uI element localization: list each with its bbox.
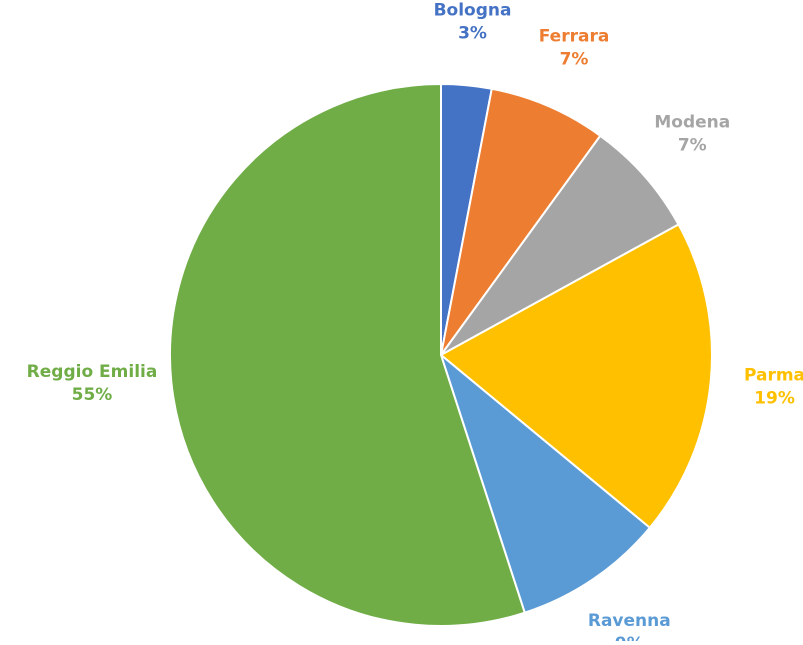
data-label-value: 3% [458, 23, 487, 43]
data-label-name: Ferrara [539, 27, 610, 47]
pie-slice [440, 87, 602, 356]
data-label-value: 7% [560, 50, 589, 70]
data-label-name: Parma [744, 366, 803, 386]
pie-slice [169, 82, 527, 627]
data-label-name: Modena [654, 112, 730, 132]
data-label-value: 55% [72, 385, 113, 405]
pie-slice [440, 134, 680, 356]
data-label-name: Bologna [434, 0, 512, 20]
data-label-name: Ravenna [588, 611, 671, 631]
data-label-value: 9% [615, 634, 644, 641]
data-label-name: Reggio Emilia [27, 362, 158, 382]
pie-slice [439, 223, 713, 530]
data-label-value: 19% [754, 389, 795, 409]
pie-slice [438, 352, 652, 614]
data-label-value: 7% [678, 135, 707, 155]
